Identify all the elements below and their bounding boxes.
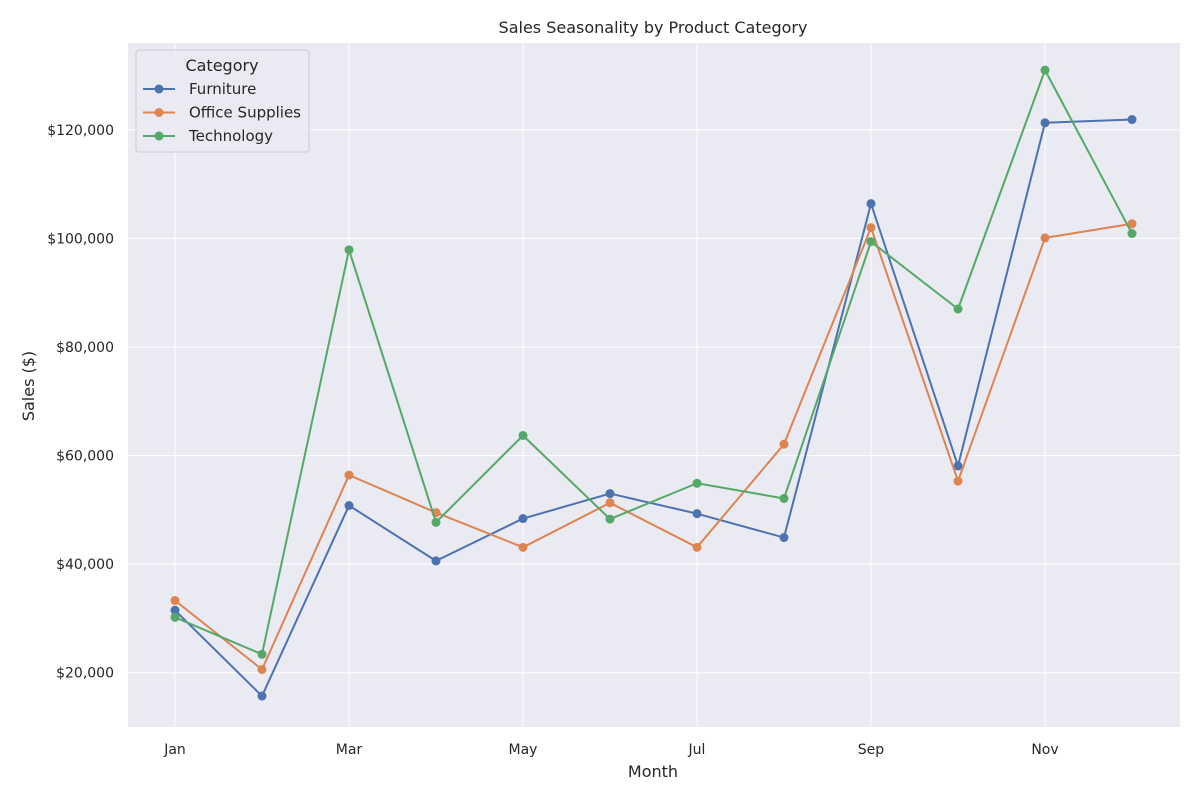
data-point	[518, 542, 528, 552]
data-point	[170, 605, 180, 615]
data-point	[953, 461, 963, 471]
x-tick-label: Mar	[336, 742, 363, 758]
data-point	[1040, 233, 1050, 243]
data-point	[1040, 65, 1050, 75]
y-tick-label: $20,000	[56, 666, 114, 682]
x-tick-label: May	[509, 742, 538, 758]
y-tick-label: $80,000	[56, 340, 114, 356]
chart-title: Sales Seasonality by Product Category	[499, 18, 808, 37]
y-axis-ticks: $20,000 $40,000 $60,000 $80,000 $100,000 $120…	[47, 123, 114, 682]
legend-swatch-marker	[154, 84, 164, 94]
grid-lines	[128, 43, 1180, 727]
data-point	[866, 199, 876, 209]
data-point	[605, 489, 615, 499]
legend-title: Category	[185, 56, 258, 75]
data-point	[257, 664, 267, 674]
x-tick-label: Jan	[163, 742, 186, 758]
data-point	[779, 439, 789, 449]
y-tick-label: $60,000	[56, 449, 114, 465]
data-point	[605, 514, 615, 524]
series-line	[174, 222, 1133, 671]
data-point	[866, 223, 876, 233]
data-point	[692, 542, 702, 552]
x-axis-label: Month	[628, 762, 678, 781]
y-axis-label: Sales ($)	[19, 351, 38, 421]
x-tick-label: Jul	[688, 742, 706, 758]
series-layer	[170, 65, 1137, 701]
series-line	[174, 118, 1133, 698]
data-point	[866, 237, 876, 247]
data-point	[1040, 118, 1050, 128]
data-point	[344, 501, 354, 511]
series-line	[174, 69, 1133, 656]
legend-box	[135, 49, 310, 153]
data-point	[344, 245, 354, 255]
data-point	[431, 556, 441, 566]
data-point	[605, 498, 615, 508]
series-furniture	[170, 115, 1137, 701]
data-point	[1127, 219, 1137, 229]
y-tick-label: $100,000	[47, 231, 114, 247]
x-tick-label: Sep	[858, 742, 885, 758]
plot-area	[128, 43, 1180, 727]
series-technology	[170, 65, 1137, 659]
y-tick-label: $120,000	[47, 123, 114, 139]
data-point	[953, 476, 963, 486]
legend-swatch-marker	[154, 108, 164, 117]
data-point	[779, 533, 789, 543]
legend-label: Office Supplies	[189, 104, 301, 122]
data-point	[692, 478, 702, 488]
data-point	[1127, 229, 1137, 239]
series-office-supplies	[170, 219, 1137, 674]
legend-swatch-marker	[154, 131, 164, 141]
x-tick-label: Nov	[1031, 742, 1058, 758]
data-point	[257, 649, 267, 659]
data-point	[1127, 115, 1137, 125]
legend-label: Furniture	[189, 80, 256, 98]
data-point	[518, 430, 528, 440]
x-axis-ticks: Jan Mar May Jul Sep Nov	[163, 742, 1058, 758]
y-tick-label: $40,000	[56, 557, 114, 573]
data-point	[692, 509, 702, 519]
data-point	[344, 470, 354, 480]
data-point	[779, 493, 789, 503]
legend-items: Furniture Office Supplies Technology	[143, 80, 301, 145]
data-point	[170, 596, 180, 606]
legend: Category Furniture Office Supplies Technol…	[135, 49, 310, 153]
data-point	[431, 517, 441, 527]
data-point	[518, 514, 528, 524]
data-point	[170, 612, 180, 622]
data-point	[953, 304, 963, 314]
data-point	[257, 691, 267, 701]
legend-label: Technology	[188, 127, 273, 145]
